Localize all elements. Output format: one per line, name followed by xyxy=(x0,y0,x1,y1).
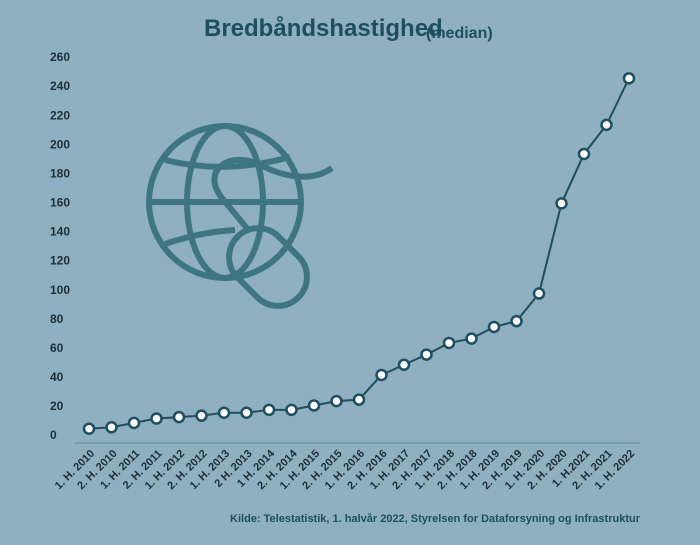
y-tick-label: 120 xyxy=(50,254,70,268)
chart-subtitle: (median) xyxy=(426,25,493,42)
point xyxy=(285,403,298,417)
point xyxy=(195,409,208,422)
y-tick-label: 0 xyxy=(50,428,57,442)
y-tick-label: 160 xyxy=(50,196,70,210)
y-tick-label: 20 xyxy=(50,399,64,413)
globe-icon xyxy=(146,123,334,309)
y-tick-label: 80 xyxy=(50,312,64,326)
y-tick-label: 180 xyxy=(50,166,70,180)
point xyxy=(330,394,343,408)
point xyxy=(352,393,366,406)
point xyxy=(532,287,546,300)
y-tick-label: 140 xyxy=(50,225,70,239)
y-tick-label: 220 xyxy=(50,108,70,122)
chart-title: Bredbåndshastighed xyxy=(204,15,443,42)
y-tick-label: 240 xyxy=(50,79,70,93)
point xyxy=(375,368,388,382)
y-tick-label: 60 xyxy=(50,341,64,355)
point xyxy=(307,399,321,412)
point xyxy=(105,421,118,434)
y-tick-label: 40 xyxy=(50,370,64,384)
point xyxy=(420,348,433,361)
point xyxy=(82,422,96,435)
point xyxy=(600,118,613,132)
y-tick-label: 200 xyxy=(50,137,70,151)
point xyxy=(240,406,253,419)
y-tick-label: 260 xyxy=(50,50,70,64)
point xyxy=(217,406,231,419)
point xyxy=(465,332,478,345)
point xyxy=(510,314,523,328)
point xyxy=(442,336,456,350)
point xyxy=(127,416,141,430)
point xyxy=(487,320,501,334)
point xyxy=(555,197,568,210)
point xyxy=(150,412,163,425)
point xyxy=(622,72,636,85)
point xyxy=(262,403,276,417)
source-note: Kilde: Telestatistik, 1. halvår 2022, St… xyxy=(230,513,641,525)
point xyxy=(172,410,186,424)
y-tick-label: 100 xyxy=(50,283,70,297)
point xyxy=(577,147,591,161)
point xyxy=(397,358,411,372)
